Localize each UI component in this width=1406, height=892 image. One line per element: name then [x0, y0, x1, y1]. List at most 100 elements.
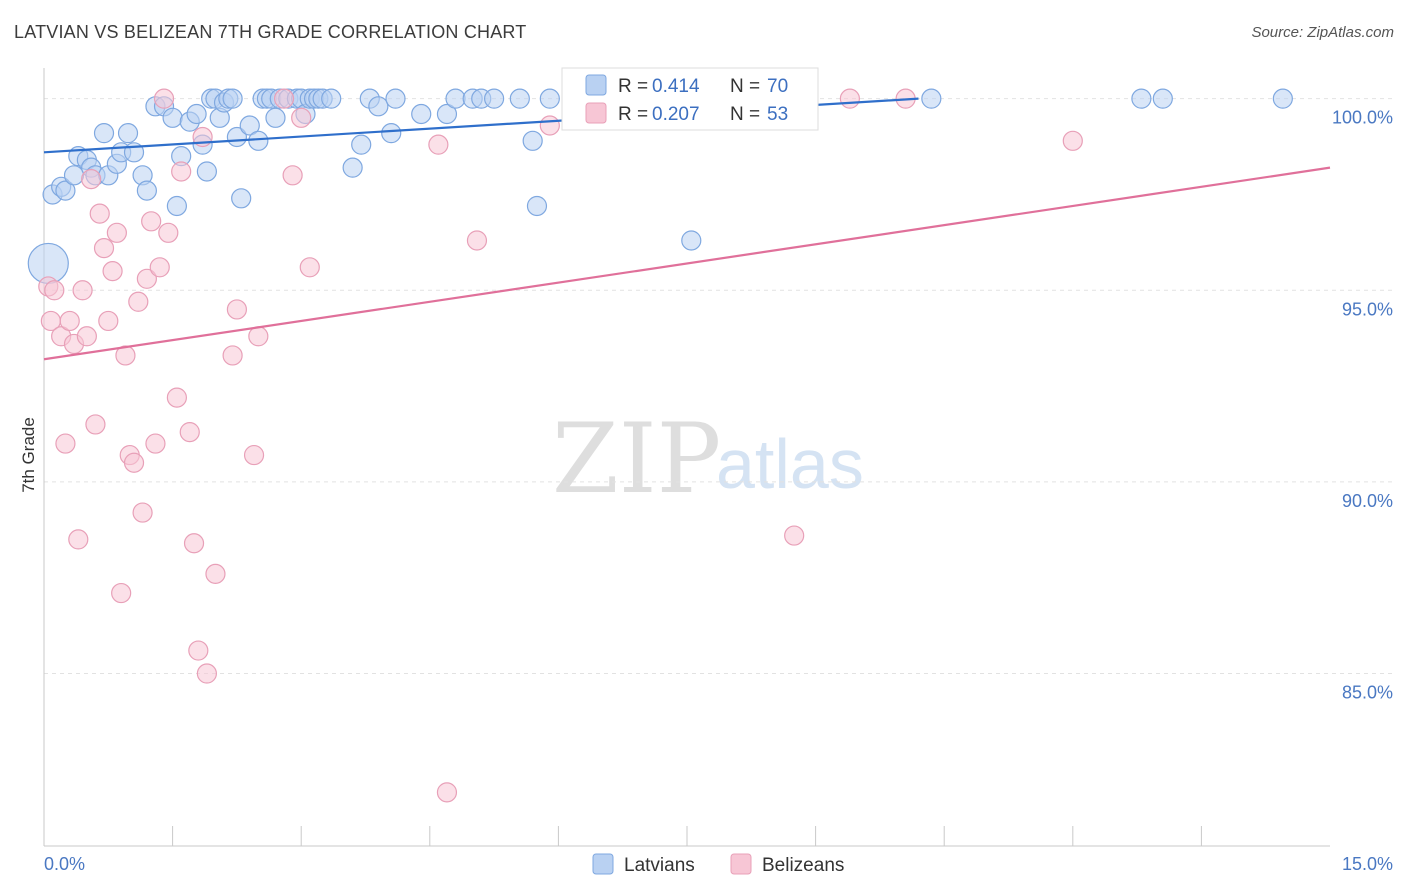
y-tick-label: 85.0%: [1342, 683, 1393, 703]
latvian-point: [222, 88, 243, 109]
x-tick-label: 15.0%: [1342, 854, 1393, 874]
latvian-point: [1152, 88, 1173, 109]
series-legend: Latvians Belizeans: [592, 853, 844, 876]
data-points: [27, 88, 1293, 803]
belizean-point: [136, 268, 157, 289]
watermark-atlas: atlas: [716, 425, 864, 503]
legend-r-value-latvians: 0.414: [652, 76, 700, 97]
chart-title: LATVIAN VS BELIZEAN 7TH GRADE CORRELATIO…: [14, 22, 527, 42]
source-label: Source: ZipAtlas.com: [1251, 24, 1394, 41]
belizean-point: [106, 222, 127, 243]
y-axis-title: 7th Grade: [19, 417, 38, 493]
latvian-point: [239, 115, 260, 136]
latvian-point: [265, 107, 286, 128]
legend-n-label-latvians: N =: [730, 76, 760, 97]
series-legend-swatch-belizeans: [730, 853, 752, 875]
latvian-point: [248, 130, 269, 151]
latvian-point: [1131, 88, 1152, 109]
belizean-point: [72, 280, 93, 301]
belizean-point: [183, 533, 205, 554]
latvian-point: [921, 88, 942, 109]
belizean-point: [466, 230, 488, 251]
latvian-point: [436, 103, 458, 125]
belizean-point: [291, 107, 312, 128]
belizean-point: [784, 525, 805, 546]
belizean-point: [44, 280, 65, 301]
latvian-point: [522, 130, 543, 151]
belizean-point: [55, 433, 76, 454]
series-legend-label-belizeans[interactable]: Belizeans: [762, 855, 844, 876]
belizean-point: [149, 257, 170, 278]
y-tick-label: 100.0%: [1332, 108, 1393, 128]
legend-swatch-latvians: [585, 74, 607, 96]
latvian-point: [136, 180, 157, 201]
belizean-point: [205, 563, 226, 584]
belizean-point: [85, 414, 106, 435]
belizean-point: [93, 238, 115, 259]
legend-n-label-belizeans: N =: [730, 104, 760, 125]
legend-r-value-belizeans: 0.207: [652, 104, 700, 125]
latvian-point: [539, 88, 560, 109]
latvian-point: [166, 195, 187, 217]
watermark-zip: ZIP: [552, 403, 721, 515]
belizean-point: [179, 421, 200, 443]
belizean-point: [282, 165, 303, 186]
latvian-point: [231, 188, 252, 209]
belizean-point: [68, 529, 89, 550]
belizean-point: [1062, 130, 1083, 151]
legend-n-value-belizeans: 53: [767, 104, 788, 125]
belizean-point: [273, 88, 295, 109]
legend-swatch-belizeans: [585, 102, 607, 124]
belizean-point: [132, 502, 153, 523]
belizean-point: [299, 257, 320, 278]
belizean-point: [123, 452, 145, 473]
latvian-point: [117, 123, 139, 144]
belizean-point: [98, 310, 119, 332]
watermark: ZIP atlas: [552, 403, 864, 515]
latvian-point: [681, 230, 702, 251]
belizean-point: [145, 433, 166, 454]
belizean-point: [166, 387, 187, 408]
y-tick-label: 95.0%: [1342, 299, 1393, 319]
latvian-point: [93, 123, 115, 144]
belizean-point: [248, 326, 269, 347]
series-legend-label-latvians[interactable]: Latvians: [624, 855, 695, 876]
latvian-point: [411, 103, 432, 125]
latvian-point: [342, 157, 363, 178]
latvian-point: [162, 107, 183, 128]
belizean-point: [153, 88, 175, 109]
belizean-point: [436, 782, 458, 803]
latvian-point: [526, 195, 548, 217]
belizean-point: [539, 115, 560, 136]
latvian-point: [196, 161, 217, 182]
latvian-point: [484, 88, 505, 109]
belizean-point: [839, 88, 860, 109]
y-tick-label: 90.0%: [1342, 491, 1393, 511]
stats-legend: R = 0.414 N = 70 R = 0.207 N = 53: [561, 67, 819, 131]
series-legend-swatch-latvians: [592, 853, 614, 875]
belizean-point: [428, 134, 449, 155]
latvian-point: [368, 96, 389, 117]
belizean-point: [171, 161, 192, 182]
belizean-point: [141, 211, 162, 232]
belizean-point: [76, 326, 97, 347]
latvian-point: [55, 180, 76, 201]
latvian-point: [445, 88, 466, 109]
latvian-point: [321, 88, 342, 109]
belizean-point: [89, 203, 110, 224]
legend-n-value-latvians: 70: [767, 76, 788, 97]
legend-r-label-latvians: R =: [618, 76, 648, 97]
y-tick-labels: 100.0% 95.0% 90.0% 85.0%: [1332, 108, 1393, 703]
latvian-point: [385, 88, 406, 109]
latvian-point: [509, 88, 530, 109]
legend-r-label-belizeans: R =: [618, 104, 648, 125]
belizean-point: [102, 261, 123, 282]
belizean-point: [81, 169, 102, 190]
belizean-trend-line: [43, 166, 1331, 361]
latvian-point: [351, 134, 372, 155]
belizean-point: [226, 299, 247, 320]
belizean-point: [115, 345, 136, 366]
belizean-point: [196, 663, 217, 684]
belizean-point: [111, 582, 132, 604]
